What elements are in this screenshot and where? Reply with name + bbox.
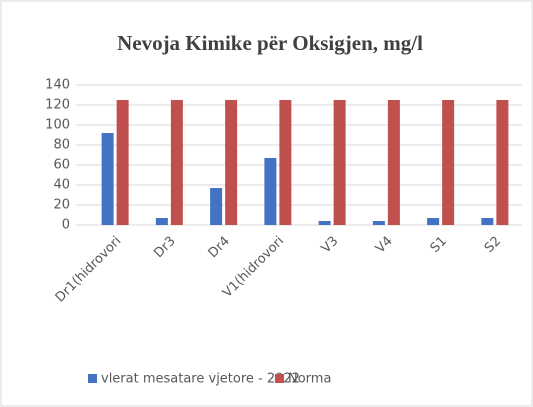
legend-label: Norma	[288, 372, 331, 387]
bar	[387, 100, 400, 225]
y-tick-label: 100	[45, 118, 70, 133]
y-tick-label: 40	[53, 178, 70, 193]
y-tick-label: 120	[45, 98, 70, 113]
chart-title: Nevoja Kimike për Oksigjen, mg/l	[117, 31, 423, 55]
bar	[481, 218, 494, 225]
bar	[372, 221, 385, 225]
y-tick-label: 0	[62, 218, 70, 233]
bar	[155, 218, 168, 225]
bar	[170, 100, 183, 225]
bar	[264, 158, 277, 225]
y-tick-label: 80	[53, 138, 70, 153]
bar	[116, 100, 129, 225]
legend-swatch	[88, 374, 97, 383]
bar	[318, 221, 331, 225]
bar	[427, 218, 440, 225]
bar	[333, 100, 346, 225]
legend-swatch	[275, 374, 284, 383]
legend-label: vlerat mesatare vjetore - 2022	[101, 372, 300, 387]
bar	[496, 100, 509, 225]
bar	[210, 188, 223, 225]
bar	[225, 100, 238, 225]
y-tick-label: 60	[53, 158, 70, 173]
y-tick-label: 20	[53, 198, 70, 213]
bar	[442, 100, 455, 225]
y-tick-label: 140	[45, 78, 70, 93]
bar	[101, 133, 114, 225]
bar	[279, 100, 292, 225]
